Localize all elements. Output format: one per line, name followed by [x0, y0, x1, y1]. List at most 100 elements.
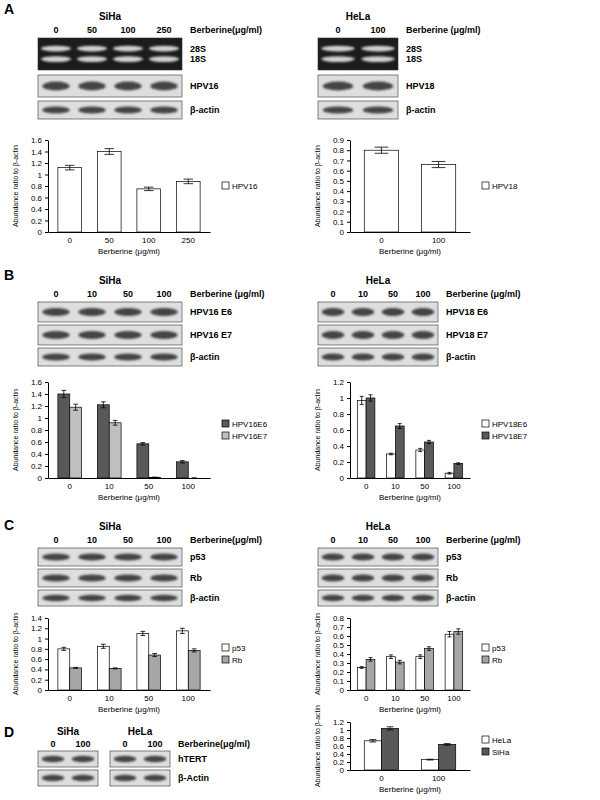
blot-band: [78, 331, 105, 339]
dose-label: 10: [358, 535, 368, 545]
blot-band: [42, 574, 69, 581]
legend: HPV18E6HPV18E7: [482, 420, 528, 441]
row-label: p53: [190, 552, 206, 562]
error-bar: [101, 644, 106, 648]
row-label: Rb: [190, 573, 202, 583]
chart: 00.20.40.60.811.201050100Berberine (μg/m…: [314, 378, 528, 502]
gel-band: [149, 46, 179, 52]
y-tick-label: 0: [340, 686, 345, 695]
y-tick: 0.4: [333, 442, 350, 451]
x-tick-label: 50: [144, 694, 153, 703]
error-bar: [360, 396, 364, 404]
legend-entry: HeLa: [482, 736, 512, 745]
y-tick-label: 0.7: [333, 157, 345, 166]
y-tick-label: 0.2: [333, 208, 345, 217]
y-tick: 0.4: [333, 187, 350, 196]
y-tick-label: 0: [340, 766, 345, 775]
bar: [70, 407, 82, 478]
y-tick-mark: [347, 663, 350, 664]
y-tick: 0.2: [31, 676, 48, 685]
x-axis: 01050100: [351, 690, 471, 703]
y-axis: 00.10.20.30.40.50.60.70.8: [333, 614, 351, 695]
y-tick-label: 0.6: [333, 632, 345, 641]
error-bar: [152, 653, 157, 656]
blot-band: [42, 353, 69, 360]
y-tick-mark: [347, 681, 350, 682]
error-bar: [444, 744, 451, 746]
y-tick: 0.8: [31, 426, 48, 435]
x-tick: 50: [144, 478, 153, 491]
x-tick-label: 0: [68, 236, 73, 245]
x-tick: 50: [420, 690, 429, 703]
y-tick: 0.2: [333, 208, 350, 217]
error-bar: [73, 667, 78, 668]
cell-line-title: HeLa: [346, 11, 371, 22]
y-tick-mark: [45, 209, 48, 210]
panel-label: C: [4, 517, 14, 533]
y-tick-label: 0.8: [31, 645, 43, 654]
x-axis-line: [49, 690, 211, 691]
error-bar: [427, 759, 434, 761]
y-tick-label: 0.4: [31, 665, 43, 674]
y-tick-label: 0.8: [31, 426, 43, 435]
gel-band: [321, 56, 355, 62]
bar-series: [58, 628, 188, 690]
blot-strip: [38, 548, 182, 566]
y-tick-mark: [347, 462, 350, 463]
bar-series: [70, 649, 200, 690]
dose-axis-label: Berberine(μg/ml): [190, 535, 262, 545]
x-tick: 50: [420, 478, 429, 491]
y-tick-mark: [45, 406, 48, 407]
blot-band: [150, 595, 177, 601]
y-tick-label: 0.5: [333, 177, 345, 186]
blot-band: [42, 308, 69, 316]
x-tick: 0: [364, 690, 369, 703]
x-axis-title: Berberine (μg/ml): [98, 247, 160, 256]
dose-label: 100: [415, 289, 430, 299]
dose-label: 10: [358, 289, 368, 299]
y-tick-label: 0: [38, 474, 43, 483]
blot-band: [322, 353, 345, 360]
gel-strip: [318, 38, 398, 70]
y-tick-label: 0.7: [333, 623, 345, 632]
row-label: 18S: [190, 54, 206, 64]
row-label: 28S: [406, 44, 422, 54]
bar: [366, 659, 375, 690]
blot-strip: [318, 548, 438, 566]
dose-label: 100: [75, 739, 90, 749]
y-tick: 0.3: [333, 197, 350, 206]
error-bar: [180, 628, 185, 633]
y-tick: 1: [340, 726, 350, 735]
blot-band: [382, 353, 405, 360]
y-tick: 0.2: [333, 758, 350, 767]
row-label: β-actin: [190, 593, 220, 603]
error-bar: [140, 443, 145, 445]
legend-entry: Rb: [482, 656, 503, 665]
error-bar: [140, 631, 145, 635]
x-tick-label: 0: [379, 774, 384, 783]
blot-strip: [38, 770, 98, 786]
x-tick-label: 10: [105, 482, 114, 491]
x-tick: 0: [68, 690, 73, 703]
bar-series: [58, 149, 200, 232]
plot-area: [58, 390, 197, 478]
x-tick-label: 100: [182, 482, 196, 491]
error-bar: [456, 629, 460, 634]
blot-strip: [38, 590, 182, 606]
blot-band: [78, 574, 105, 581]
plot-area: [58, 628, 200, 690]
y-tick-label: 0.9: [333, 136, 345, 145]
blot-band: [150, 353, 177, 360]
y-tick: 0.1: [333, 218, 350, 227]
y-tick: 0: [38, 686, 48, 695]
bar: [58, 649, 70, 690]
y-tick: 0.2: [31, 462, 48, 471]
x-tick: 100: [447, 690, 461, 703]
bar: [188, 650, 200, 690]
blot-band: [363, 106, 393, 113]
error-bar: [432, 161, 446, 167]
y-tick-mark: [45, 628, 48, 629]
legend-entry: HPV18E6: [482, 420, 528, 429]
y-tick-label: 0.4: [333, 750, 345, 759]
error-bar: [105, 149, 114, 155]
